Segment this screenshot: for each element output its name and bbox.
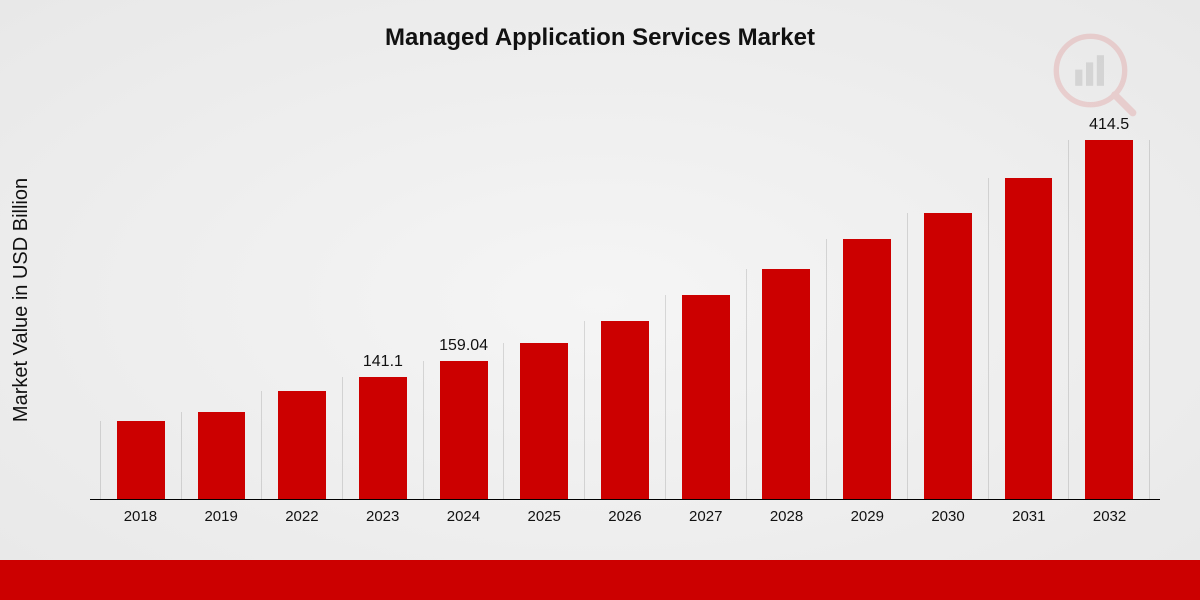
- y-axis-label: Market Value in USD Billion: [10, 178, 33, 422]
- bar: [520, 343, 568, 499]
- bar-slot: [907, 213, 988, 499]
- chart-title: Managed Application Services Market: [0, 24, 1200, 52]
- bar-slot: [584, 321, 665, 499]
- x-axis-labels: 2018201920222023202420252026202720282029…: [90, 508, 1160, 525]
- x-axis-tick-label: 2025: [504, 508, 585, 525]
- bar: [198, 412, 246, 499]
- bar-slot: [261, 391, 342, 499]
- bar-slot: [503, 343, 584, 499]
- bar-slot: [826, 239, 907, 499]
- x-axis-tick-label: 2032: [1069, 508, 1150, 525]
- bar-slot: [988, 178, 1069, 499]
- x-axis-tick-label: 2024: [423, 508, 504, 525]
- bar-slot: 159.04: [423, 361, 504, 499]
- x-axis-tick-label: 2028: [746, 508, 827, 525]
- bar: [117, 421, 165, 499]
- bar-value-label: 159.04: [424, 337, 504, 355]
- bar-slot: [181, 412, 262, 499]
- bar: [601, 321, 649, 499]
- x-axis-tick-label: 2019: [181, 508, 262, 525]
- x-axis-tick-label: 2029: [827, 508, 908, 525]
- bar: [1085, 140, 1133, 499]
- bar: [1005, 178, 1053, 499]
- x-axis-tick-label: 2022: [262, 508, 343, 525]
- bar: [359, 377, 407, 499]
- bar: [440, 361, 488, 499]
- bar-slot: 141.1: [342, 377, 423, 499]
- x-axis-tick-label: 2026: [585, 508, 666, 525]
- x-axis-tick-label: 2031: [988, 508, 1069, 525]
- chart-plot-area: 141.1159.04414.5: [90, 110, 1160, 500]
- x-axis-tick-label: 2018: [100, 508, 181, 525]
- bar-slot: [746, 269, 827, 499]
- bar: [278, 391, 326, 499]
- footer-stripe: [0, 560, 1200, 600]
- x-axis-tick-label: 2027: [665, 508, 746, 525]
- bar-slot: [100, 421, 181, 499]
- bar: [924, 213, 972, 499]
- bar-value-label: 414.5: [1069, 116, 1149, 134]
- bar-slot: [665, 295, 746, 499]
- bar: [762, 269, 810, 499]
- bar: [843, 239, 891, 499]
- bar-slot: 414.5: [1068, 140, 1150, 499]
- bar: [682, 295, 730, 499]
- x-axis-tick-label: 2023: [342, 508, 423, 525]
- watermark-logo: [1050, 30, 1140, 120]
- x-axis-tick-label: 2030: [908, 508, 989, 525]
- bar-value-label: 141.1: [343, 353, 423, 371]
